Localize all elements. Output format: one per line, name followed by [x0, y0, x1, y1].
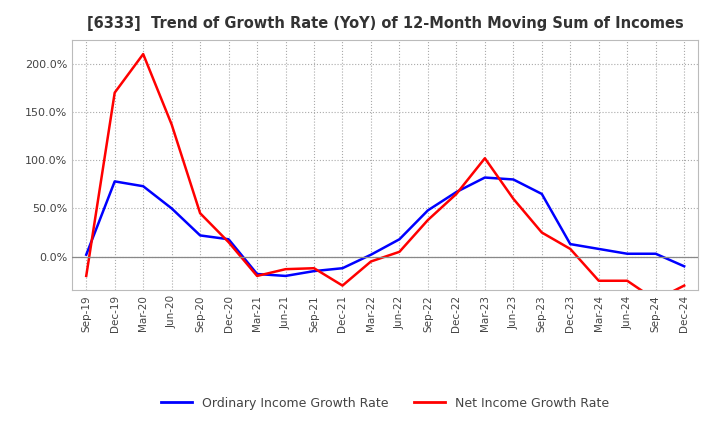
- Ordinary Income Growth Rate: [566, 242, 575, 247]
- Ordinary Income Growth Rate: [282, 273, 290, 279]
- Net Income Growth Rate: [338, 283, 347, 288]
- Ordinary Income Growth Rate: [509, 177, 518, 182]
- Ordinary Income Growth Rate: [452, 189, 461, 194]
- Ordinary Income Growth Rate: [395, 237, 404, 242]
- Ordinary Income Growth Rate: [253, 271, 261, 277]
- Net Income Growth Rate: [423, 217, 432, 223]
- Title: [6333]  Trend of Growth Rate (YoY) of 12-Month Moving Sum of Incomes: [6333] Trend of Growth Rate (YoY) of 12-…: [87, 16, 683, 32]
- Ordinary Income Growth Rate: [623, 251, 631, 257]
- Line: Ordinary Income Growth Rate: Ordinary Income Growth Rate: [86, 177, 684, 276]
- Net Income Growth Rate: [225, 239, 233, 245]
- Net Income Growth Rate: [282, 267, 290, 272]
- Ordinary Income Growth Rate: [167, 206, 176, 211]
- Net Income Growth Rate: [167, 122, 176, 127]
- Ordinary Income Growth Rate: [225, 237, 233, 242]
- Net Income Growth Rate: [680, 283, 688, 288]
- Net Income Growth Rate: [366, 259, 375, 264]
- Legend: Ordinary Income Growth Rate, Net Income Growth Rate: Ordinary Income Growth Rate, Net Income …: [156, 392, 614, 414]
- Ordinary Income Growth Rate: [110, 179, 119, 184]
- Net Income Growth Rate: [623, 278, 631, 283]
- Ordinary Income Growth Rate: [310, 268, 318, 274]
- Ordinary Income Growth Rate: [480, 175, 489, 180]
- Ordinary Income Growth Rate: [139, 183, 148, 189]
- Net Income Growth Rate: [253, 273, 261, 279]
- Net Income Growth Rate: [652, 297, 660, 303]
- Line: Net Income Growth Rate: Net Income Growth Rate: [86, 54, 684, 300]
- Ordinary Income Growth Rate: [652, 251, 660, 257]
- Net Income Growth Rate: [566, 246, 575, 252]
- Net Income Growth Rate: [509, 196, 518, 202]
- Net Income Growth Rate: [196, 211, 204, 216]
- Ordinary Income Growth Rate: [338, 266, 347, 271]
- Net Income Growth Rate: [595, 278, 603, 283]
- Net Income Growth Rate: [139, 51, 148, 57]
- Ordinary Income Growth Rate: [82, 252, 91, 257]
- Net Income Growth Rate: [310, 266, 318, 271]
- Net Income Growth Rate: [110, 90, 119, 95]
- Ordinary Income Growth Rate: [196, 233, 204, 238]
- Net Income Growth Rate: [82, 273, 91, 279]
- Ordinary Income Growth Rate: [680, 264, 688, 269]
- Ordinary Income Growth Rate: [537, 191, 546, 197]
- Net Income Growth Rate: [452, 191, 461, 197]
- Net Income Growth Rate: [480, 156, 489, 161]
- Ordinary Income Growth Rate: [366, 252, 375, 257]
- Net Income Growth Rate: [537, 230, 546, 235]
- Ordinary Income Growth Rate: [595, 246, 603, 252]
- Net Income Growth Rate: [395, 249, 404, 254]
- Ordinary Income Growth Rate: [423, 208, 432, 213]
